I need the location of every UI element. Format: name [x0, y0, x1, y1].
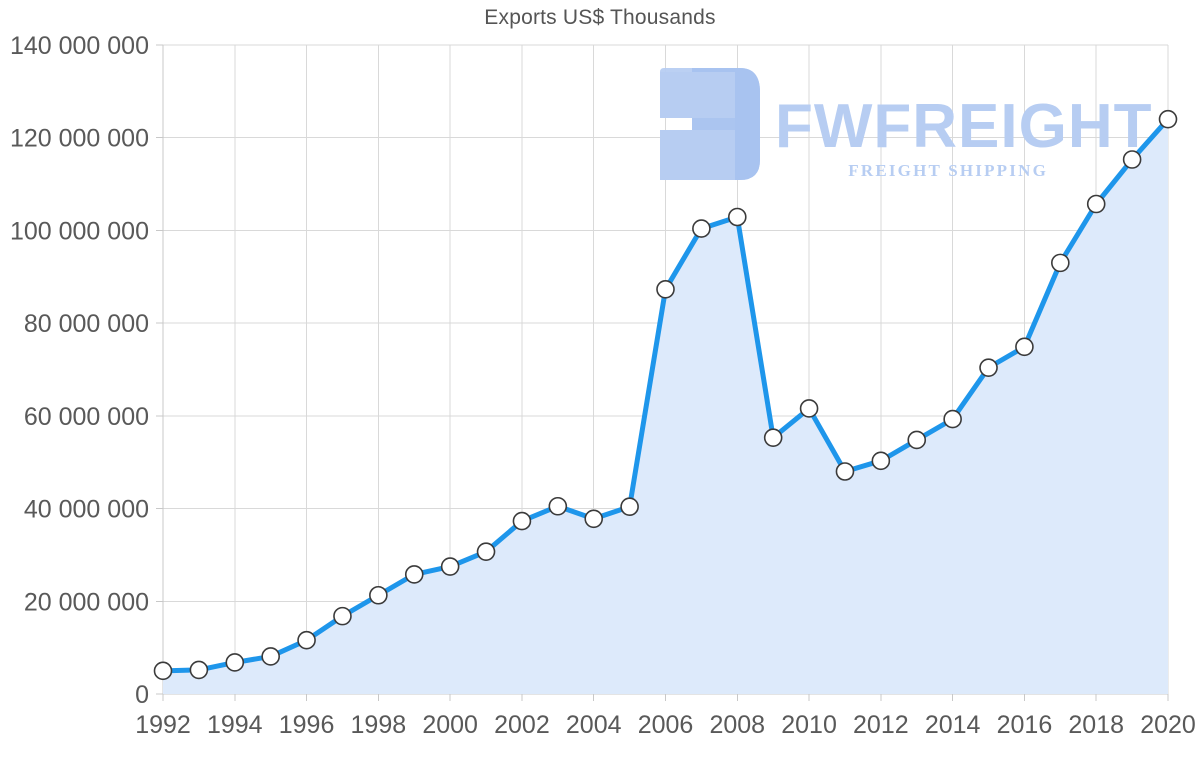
y-axis-tick-label: 100 000 000 [10, 217, 149, 245]
y-axis-tick-label: 120 000 000 [10, 125, 149, 153]
watermark-group: FWFREIGHT FREIGHT SHIPPING [660, 68, 1153, 180]
y-axis-labels-group: 0 20 000 000 40 000 000 60 000 000 80 000 00… [10, 32, 149, 709]
series-data-point[interactable] [153, 661, 173, 681]
y-axis-tick-label: 60 000 000 [24, 403, 149, 431]
y-axis-tick-label: 80 000 000 [24, 310, 149, 338]
x-axis-tick-label: 2012 [853, 711, 909, 739]
series-data-point[interactable] [1158, 109, 1178, 129]
x-axis-tick-label: 2016 [997, 711, 1053, 739]
x-axis-tick-label: 2020 [1140, 711, 1196, 739]
logo-e-mark-icon [660, 68, 760, 180]
x-axis-tick-label: 2008 [709, 711, 765, 739]
series-data-point[interactable] [835, 462, 855, 481]
series-data-point[interactable] [943, 409, 962, 429]
x-axis-tick-label: 1996 [279, 711, 335, 739]
series-data-point[interactable] [548, 496, 568, 516]
y-axis-tick-label: 20 000 000 [24, 588, 149, 616]
series-data-point[interactable] [261, 647, 280, 666]
y-axis-tick-label: 0 [135, 681, 149, 709]
x-axis-labels-group: 1992 1994 1996 1998 2000 2002 2004 2006 2008 2010… [135, 711, 1196, 739]
x-axis-tick-label: 2000 [422, 711, 478, 739]
series-data-point[interactable] [189, 660, 209, 680]
series-data-point[interactable] [763, 428, 783, 447]
x-axis-tick-label: 2010 [781, 711, 837, 739]
series-data-point[interactable] [871, 451, 891, 471]
x-axis-tick-label: 2006 [638, 711, 694, 739]
x-axis-tick-label: 2018 [1068, 711, 1124, 739]
series-data-point[interactable] [907, 430, 927, 450]
series-data-point[interactable] [1015, 337, 1034, 357]
series-area-fill [163, 119, 1168, 695]
series-data-point[interactable] [440, 557, 460, 576]
series-data-point[interactable] [1122, 150, 1142, 169]
series-data-point[interactable] [225, 653, 245, 672]
x-axis-tick-label: 1994 [207, 711, 263, 739]
watermark-brand-text: FWFREIGHT [775, 92, 1153, 161]
series-data-point[interactable] [584, 509, 604, 529]
series-data-point[interactable] [404, 565, 424, 584]
watermark-tagline-text: FREIGHT SHIPPING [848, 161, 1048, 180]
series-data-point[interactable] [799, 399, 819, 418]
series-data-point[interactable] [297, 630, 316, 650]
y-axis-tick-label: 140 000 000 [10, 32, 149, 60]
series-data-point[interactable] [512, 511, 532, 531]
series-data-point[interactable] [333, 606, 352, 626]
series-data-point[interactable] [476, 542, 496, 561]
series-data-point[interactable] [979, 358, 998, 377]
x-axis-tick-label: 1992 [135, 711, 191, 739]
x-axis-tick-label: 2002 [494, 711, 550, 739]
x-axis-tick-label: 1998 [351, 711, 407, 739]
x-axis-tick-label: 2004 [566, 711, 622, 739]
series-data-point[interactable] [656, 279, 675, 299]
y-axis-tick-label: 40 000 000 [24, 496, 149, 524]
chart-title: Exports US$ Thousands [484, 6, 716, 29]
series-data-point[interactable] [727, 207, 747, 227]
series-data-point[interactable] [369, 585, 388, 605]
series-data-point[interactable] [620, 497, 639, 517]
x-axis-tick-label: 2014 [925, 711, 981, 739]
series-data-point[interactable] [1086, 194, 1106, 214]
series-data-point[interactable] [692, 219, 711, 238]
series-group [153, 109, 1178, 695]
series-data-point[interactable] [1051, 253, 1070, 273]
